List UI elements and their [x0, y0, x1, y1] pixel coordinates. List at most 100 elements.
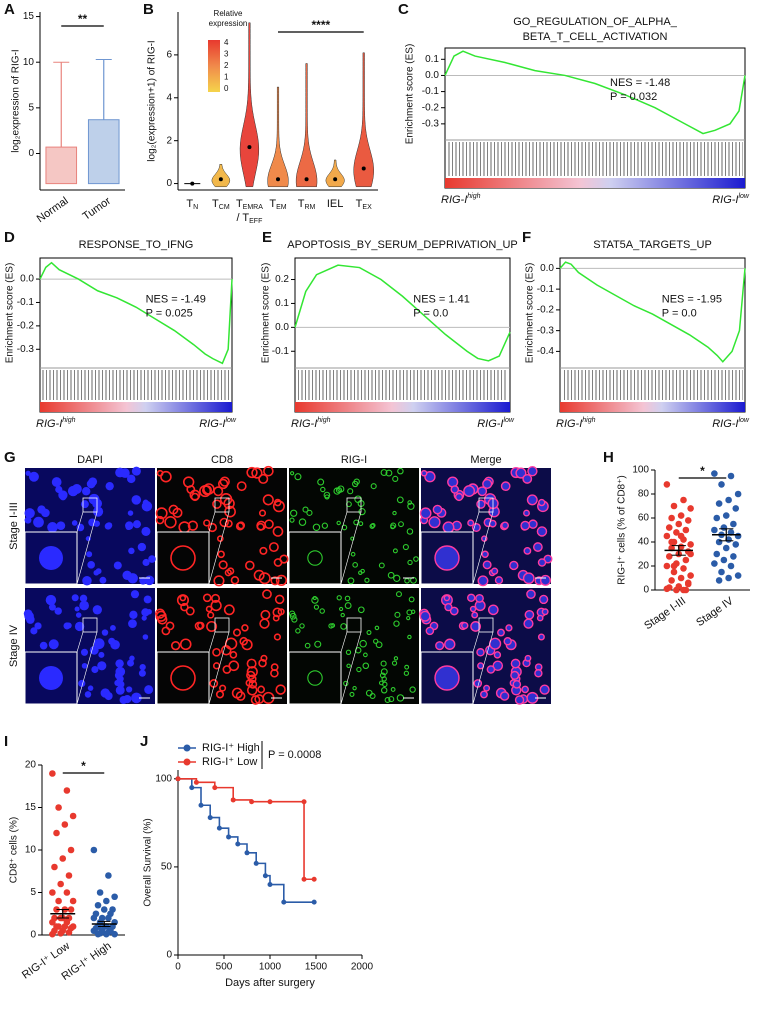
label-main: RIG-I: [291, 418, 317, 430]
dot: [57, 930, 64, 937]
dot: [94, 930, 102, 938]
survival-point: [311, 876, 317, 882]
cell: [424, 471, 436, 483]
y-tick-label: 20: [25, 760, 37, 771]
dot: [55, 897, 62, 905]
cell: [273, 558, 283, 567]
cell: [129, 655, 135, 662]
survival-point: [230, 797, 236, 803]
cell: [274, 594, 285, 605]
cell: [127, 474, 136, 484]
y-tick-label: 5: [30, 887, 36, 898]
x-end-label: RIG-Ilow: [712, 193, 750, 206]
dot: [105, 914, 112, 922]
cell: [471, 522, 481, 533]
cell: [277, 608, 285, 616]
cell: [241, 624, 249, 632]
y-tick-label: -0.4: [537, 346, 555, 357]
cell: [65, 622, 72, 629]
cell: [215, 690, 225, 699]
inset-cell: [39, 666, 63, 690]
cell: [161, 626, 171, 636]
label-main: RIG-I: [441, 194, 467, 206]
cell: [536, 614, 544, 622]
y-tick-label: -0.1: [422, 86, 440, 97]
cell: [522, 572, 535, 585]
cell: [230, 576, 240, 585]
cell: [294, 473, 302, 481]
y-tick-label: 20: [638, 561, 650, 572]
cell: [232, 628, 242, 637]
cell: [395, 591, 402, 598]
rank-colorbar: [40, 402, 232, 412]
category-sub: EX: [362, 204, 372, 211]
cell: [407, 500, 413, 505]
cell: [396, 496, 404, 504]
cell: [250, 695, 261, 705]
dot: [732, 505, 740, 512]
cell: [397, 467, 404, 475]
cell: [408, 596, 415, 603]
cell: [245, 560, 255, 571]
dot: [49, 918, 56, 926]
enrichment-curve: [39, 261, 233, 365]
cell: [382, 681, 388, 688]
cell: [289, 517, 295, 523]
cell: [92, 605, 102, 615]
cell: [246, 666, 258, 678]
cell: [34, 622, 42, 630]
survival-point: [267, 882, 273, 888]
cell: [24, 611, 34, 622]
cell: [406, 615, 411, 621]
label-main: RIG-I: [199, 418, 225, 430]
cell: [349, 691, 355, 697]
dot: [103, 897, 110, 905]
label-main: RIG-I: [712, 194, 738, 206]
cell: [108, 637, 116, 645]
roi-box: [346, 497, 362, 513]
panel-label: C: [398, 1, 409, 18]
cell: [24, 508, 35, 519]
inset: [420, 651, 474, 705]
cell: [131, 466, 141, 476]
y-axis-label: Enrichment score (ES): [5, 263, 16, 364]
dot: [670, 562, 678, 570]
cell: [155, 507, 168, 520]
micrograph: [24, 466, 156, 586]
cell: [512, 680, 522, 689]
column-header: RIG-I: [341, 454, 367, 466]
cell: [528, 519, 538, 529]
cell: [510, 658, 521, 669]
dot: [713, 550, 721, 558]
cell: [314, 640, 322, 648]
cell: [131, 495, 142, 505]
y-tick-label: 0.2: [275, 274, 289, 285]
label-main: RIG-I: [477, 418, 503, 430]
cell: [449, 606, 459, 616]
dot: [49, 930, 56, 938]
survival-point: [311, 899, 317, 905]
label-sup: low: [225, 417, 236, 424]
cell: [127, 573, 138, 584]
cell: [48, 639, 59, 650]
cell: [78, 679, 86, 688]
cell: [80, 500, 89, 509]
dot: [711, 526, 718, 534]
cell: [321, 522, 329, 529]
annotation: NES = -1.49: [146, 294, 206, 306]
cell: [95, 568, 102, 575]
inset-connector: [76, 511, 84, 533]
cell: [143, 595, 152, 604]
cell: [24, 516, 32, 524]
cell: [290, 471, 295, 476]
cell: [336, 595, 342, 601]
cell: [344, 595, 351, 602]
cell: [289, 612, 297, 620]
dot: [94, 901, 102, 909]
cell: [369, 693, 376, 700]
dot: [673, 586, 680, 594]
legend-gradient: [208, 40, 220, 92]
roi-box: [214, 497, 230, 513]
cell: [76, 523, 85, 532]
enrichment-curve: [559, 261, 746, 363]
